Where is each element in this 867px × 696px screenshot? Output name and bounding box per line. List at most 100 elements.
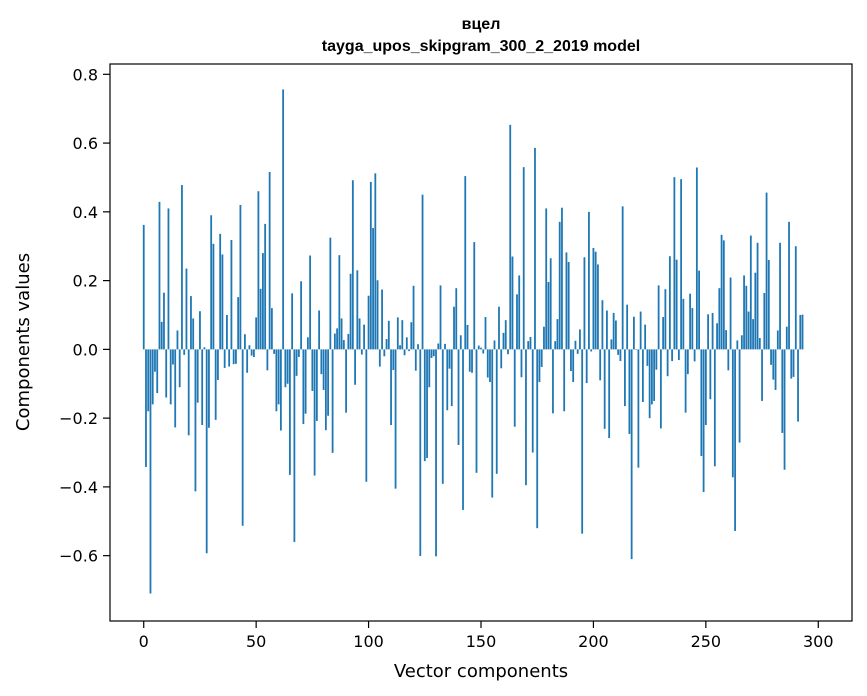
bar-102 [372,228,374,350]
bar-13 [172,349,174,365]
bar-195 [581,349,584,534]
chart-subtitle: tayga_upos_skipgram_300_2_2019 model [322,38,640,55]
bar-165 [513,349,516,427]
bar-70 [300,281,303,350]
x-tick-label: 200 [578,632,609,651]
bar-77 [315,349,318,421]
bar-63 [284,349,287,388]
bar-115 [401,320,404,350]
bar-273 [756,242,759,350]
bar-92 [349,273,352,350]
bar-189 [567,262,570,350]
bar-244 [691,308,694,350]
bar-247 [698,270,700,350]
x-tick-label: 100 [353,632,384,651]
bar-111 [392,349,395,371]
x-axis-label: Vector components [394,661,568,682]
bar-87 [338,255,341,350]
bar-72 [304,349,307,414]
bar-229 [657,285,660,350]
bar-248 [700,349,703,456]
bar-274 [758,338,761,350]
bar-117 [405,337,408,350]
bar-183 [554,341,557,350]
bar-58 [273,349,276,354]
bar-24 [196,349,199,403]
bar-150 [480,347,482,350]
bar-42 [237,297,240,350]
bar-55 [266,349,269,371]
bar-52 [259,288,262,350]
bar-130 [435,349,437,557]
bar-118 [408,349,410,352]
bar-37 [226,314,228,350]
bar-205 [603,349,606,429]
bar-10 [165,349,168,398]
bar-41 [235,349,237,364]
bar-114 [399,345,401,350]
bar-268 [745,285,748,350]
bar-54 [264,223,267,350]
bar-287 [788,221,790,350]
bar-97 [360,349,363,355]
bar-226 [650,349,653,405]
bar-193 [576,349,579,354]
bar-246 [695,167,698,350]
bar-40 [232,349,235,365]
bar-172 [529,337,532,350]
bar-187 [563,349,566,412]
bar-173 [531,349,534,453]
bar-84 [331,349,334,453]
x-tick-label: 300 [803,632,834,651]
bar-252 [709,349,712,400]
bar-110 [390,349,392,426]
y-tick-label: −0.4 [59,478,98,497]
bar-251 [707,314,709,350]
bar-90 [345,349,347,413]
bar-65 [288,349,291,475]
bar-57 [270,308,273,350]
bar-143 [464,176,467,350]
bar-116 [403,349,406,356]
bar-25 [199,311,201,350]
bar-43 [239,204,242,350]
bar-38 [228,349,231,367]
bar-35 [221,254,224,350]
bar-238 [677,349,680,361]
bar-56 [268,171,271,350]
bar-242 [686,349,689,375]
bar-285 [783,349,786,470]
x-tick-label: 250 [691,632,722,651]
bar-119 [410,322,413,350]
bar-46 [246,349,249,373]
bar-123 [419,349,422,557]
bar-107 [383,349,386,357]
bar-204 [601,300,604,350]
bar-168 [520,349,523,378]
bar-134 [444,343,446,350]
bar-269 [747,311,750,350]
bar-263 [734,349,736,531]
bar-16 [178,349,181,388]
bar-36 [223,349,226,368]
y-tick-label: −0.6 [59,547,98,566]
bar-66 [291,293,294,350]
bar-44 [241,349,244,526]
bar-69 [297,349,300,357]
bar-61 [279,349,282,431]
bar-88 [340,318,343,350]
bar-157 [495,349,498,474]
y-axis-label: Components values [13,253,34,431]
bar-245 [693,349,696,362]
bar-169 [522,167,525,350]
bar-133 [441,349,444,484]
bar-186 [561,207,563,350]
bar-175 [536,349,539,529]
x-tick-label: 50 [246,632,266,651]
bar-164 [511,256,514,350]
bar-256 [718,288,721,350]
bar-218 [633,316,635,350]
bar-155 [491,349,494,498]
bar-23 [194,349,197,492]
bar-82 [327,349,329,416]
